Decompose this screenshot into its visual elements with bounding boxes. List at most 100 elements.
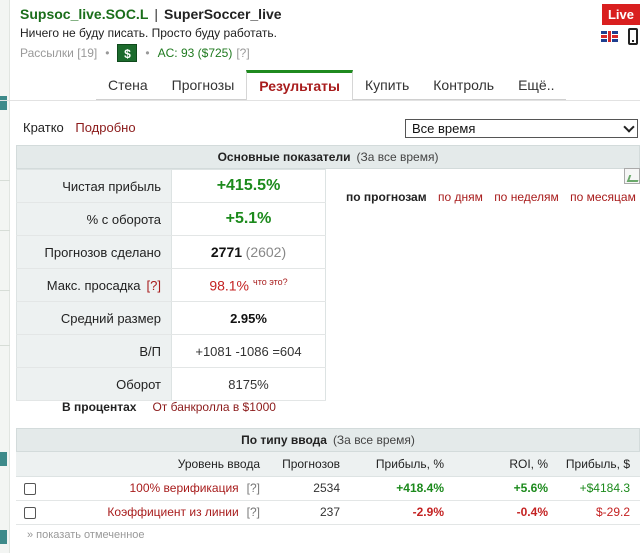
- level-cell: 100% верификация [?]: [40, 476, 270, 501]
- profit-usd-cell: $-29.2: [558, 500, 640, 525]
- avg-size-value: 2.95%: [171, 301, 326, 335]
- left-sidebar-edge: [0, 0, 10, 553]
- tips-cell: 2534: [270, 476, 350, 501]
- tab-more[interactable]: Ещё..: [518, 77, 555, 93]
- input-type-subtitle: (За все время): [332, 433, 415, 447]
- dollar-button[interactable]: $: [117, 44, 138, 62]
- profit-pct-cell: -2.9%: [350, 500, 454, 525]
- max-drawdown-value: 98.1% что это?: [171, 268, 326, 302]
- broken-image-icon: [624, 168, 640, 184]
- profile-motto: Ничего не буду писать. Просто буду работ…: [20, 26, 277, 40]
- column-header-profit-pct: Прибыль, %: [350, 452, 454, 477]
- what-is-this-link[interactable]: что это?: [253, 276, 288, 287]
- view-brief[interactable]: Кратко: [23, 120, 64, 135]
- ac-value: AC: 93 ($725): [157, 46, 233, 60]
- meta-dot: •: [145, 46, 150, 60]
- profit-usd-cell: +$4184.3: [558, 476, 640, 501]
- avg-size-label: Средний размер: [16, 301, 172, 335]
- column-header-profit-usd: Прибыль, $: [558, 452, 640, 477]
- row-checkbox-cell: [16, 476, 40, 501]
- row-checkbox[interactable]: [24, 506, 36, 519]
- sidebar-divider: [0, 230, 10, 231]
- tab-buy[interactable]: Купить: [364, 77, 410, 93]
- show-marked-link[interactable]: » показать отмеченное: [27, 529, 145, 541]
- uk-flag-icon[interactable]: [601, 31, 618, 42]
- chart-by-days-link[interactable]: по дням: [437, 190, 483, 204]
- in-percent-label: В процентах: [62, 400, 137, 414]
- mailings-link[interactable]: Рассылки [19]: [20, 46, 98, 60]
- period-select-value: Все время: [412, 121, 476, 136]
- sidebar-marker: [0, 530, 7, 544]
- bankroll-link[interactable]: От банкролла в $1000: [152, 400, 276, 414]
- level-link[interactable]: Коэффициент из линии: [107, 505, 239, 519]
- sidebar-marker: [0, 96, 7, 110]
- input-type-header: По типу ввода (За все время): [16, 428, 640, 452]
- tab-control[interactable]: Контроль: [433, 77, 495, 93]
- table-header-row: Уровень ввода Прогнозов Прибыль, % ROI, …: [16, 452, 640, 477]
- ac-help-link[interactable]: [?]: [236, 46, 250, 60]
- chart-period-links: по прогнозам по дням по неделям по месяц…: [346, 190, 640, 204]
- drawdown-help-link[interactable]: [?]: [146, 277, 161, 293]
- chart-by-weeks-link[interactable]: по неделям: [494, 190, 559, 204]
- table-row: Коэффициент из линии [?] 237 -2.9% -0.4% …: [16, 500, 640, 525]
- turnover-value: 8175%: [171, 367, 326, 401]
- in-percent-row: В процентах От банкролла в $1000: [62, 400, 276, 414]
- wl-label: В/П: [16, 334, 172, 368]
- profile-tabs: Стена Прогнозы Результаты Купить Контрол…: [96, 70, 567, 101]
- turnover-pct-label: % с оборота: [16, 202, 172, 236]
- tipster-name: SuperSoccer_live: [164, 6, 282, 22]
- chart-by-months-link[interactable]: по месяцам: [570, 190, 636, 204]
- roi-cell: -0.4%: [454, 500, 558, 525]
- level-cell: Коэффициент из линии [?]: [40, 500, 270, 525]
- view-detailed-link[interactable]: Подробно: [75, 120, 136, 135]
- column-header-checkbox: [16, 452, 40, 477]
- chevron-down-icon: [623, 121, 635, 133]
- level-link[interactable]: 100% верификация: [129, 481, 239, 495]
- main-stats-header: Основные показатели (За все время): [16, 145, 640, 169]
- sidebar-divider: [0, 345, 10, 346]
- mobile-phone-icon[interactable]: [628, 28, 638, 45]
- column-header-roi: ROI, %: [454, 452, 558, 477]
- tips-made-extra: (2602): [245, 244, 287, 260]
- net-profit-value: +415.5%: [171, 169, 326, 203]
- level-help-link[interactable]: [?]: [246, 505, 260, 519]
- sidebar-marker: [0, 452, 7, 466]
- live-badge[interactable]: Live: [601, 4, 640, 25]
- max-drawdown-label: Макс. просадка [?]: [16, 268, 172, 302]
- tab-tips[interactable]: Прогнозы: [171, 77, 235, 93]
- tab-wall[interactable]: Стена: [108, 77, 148, 93]
- tips-made-value: 2771 (2602): [171, 235, 326, 269]
- tipster-nick[interactable]: Supsoc_live.SOC.L: [20, 6, 149, 22]
- view-mode-toggle: Кратко Подробно: [23, 120, 136, 135]
- turnover-label: Оборот: [16, 367, 172, 401]
- stats-row: Чистая прибыль +415.5%: [16, 169, 326, 203]
- row-checkbox[interactable]: [24, 482, 36, 495]
- chart-by-tips[interactable]: по прогнозам: [346, 190, 427, 204]
- sidebar-divider: [0, 180, 10, 181]
- profile-title: Supsoc_live.SOC.L | SuperSoccer_live: [20, 6, 282, 22]
- stats-row: Оборот 8175%: [16, 367, 326, 401]
- column-header-level: Уровень ввода: [40, 452, 270, 477]
- stats-row: % с оборота +5.1%: [16, 202, 326, 236]
- main-stats-table: Чистая прибыль +415.5% % с оборота +5.1%…: [16, 169, 326, 401]
- stats-row: Макс. просадка [?] 98.1% что это?: [16, 268, 326, 302]
- tips-cell: 237: [270, 500, 350, 525]
- turnover-pct-value: +5.1%: [171, 202, 326, 236]
- profile-header: Supsoc_live.SOC.L | SuperSoccer_live Live …: [20, 4, 640, 64]
- row-checkbox-cell: [16, 500, 40, 525]
- meta-dot: •: [105, 46, 110, 60]
- input-type-table: Уровень ввода Прогнозов Прибыль, % ROI, …: [16, 452, 640, 525]
- title-separator: |: [154, 6, 159, 22]
- net-profit-label: Чистая прибыль: [16, 169, 172, 203]
- input-type-title: По типу ввода: [241, 433, 327, 447]
- wl-value: +1081 -1086 =604: [171, 334, 326, 368]
- sidebar-divider: [0, 290, 10, 291]
- tabs-divider: [0, 100, 640, 101]
- roi-cell: +5.6%: [454, 476, 558, 501]
- profile-meta: Рассылки [19] • $ • AC: 93 ($725) [?]: [20, 44, 250, 62]
- period-select[interactable]: Все время: [405, 119, 638, 138]
- main-stats-title: Основные показатели: [217, 150, 351, 164]
- level-help-link[interactable]: [?]: [246, 481, 260, 495]
- tab-results[interactable]: Результаты: [246, 70, 353, 101]
- stats-row: Средний размер 2.95%: [16, 301, 326, 335]
